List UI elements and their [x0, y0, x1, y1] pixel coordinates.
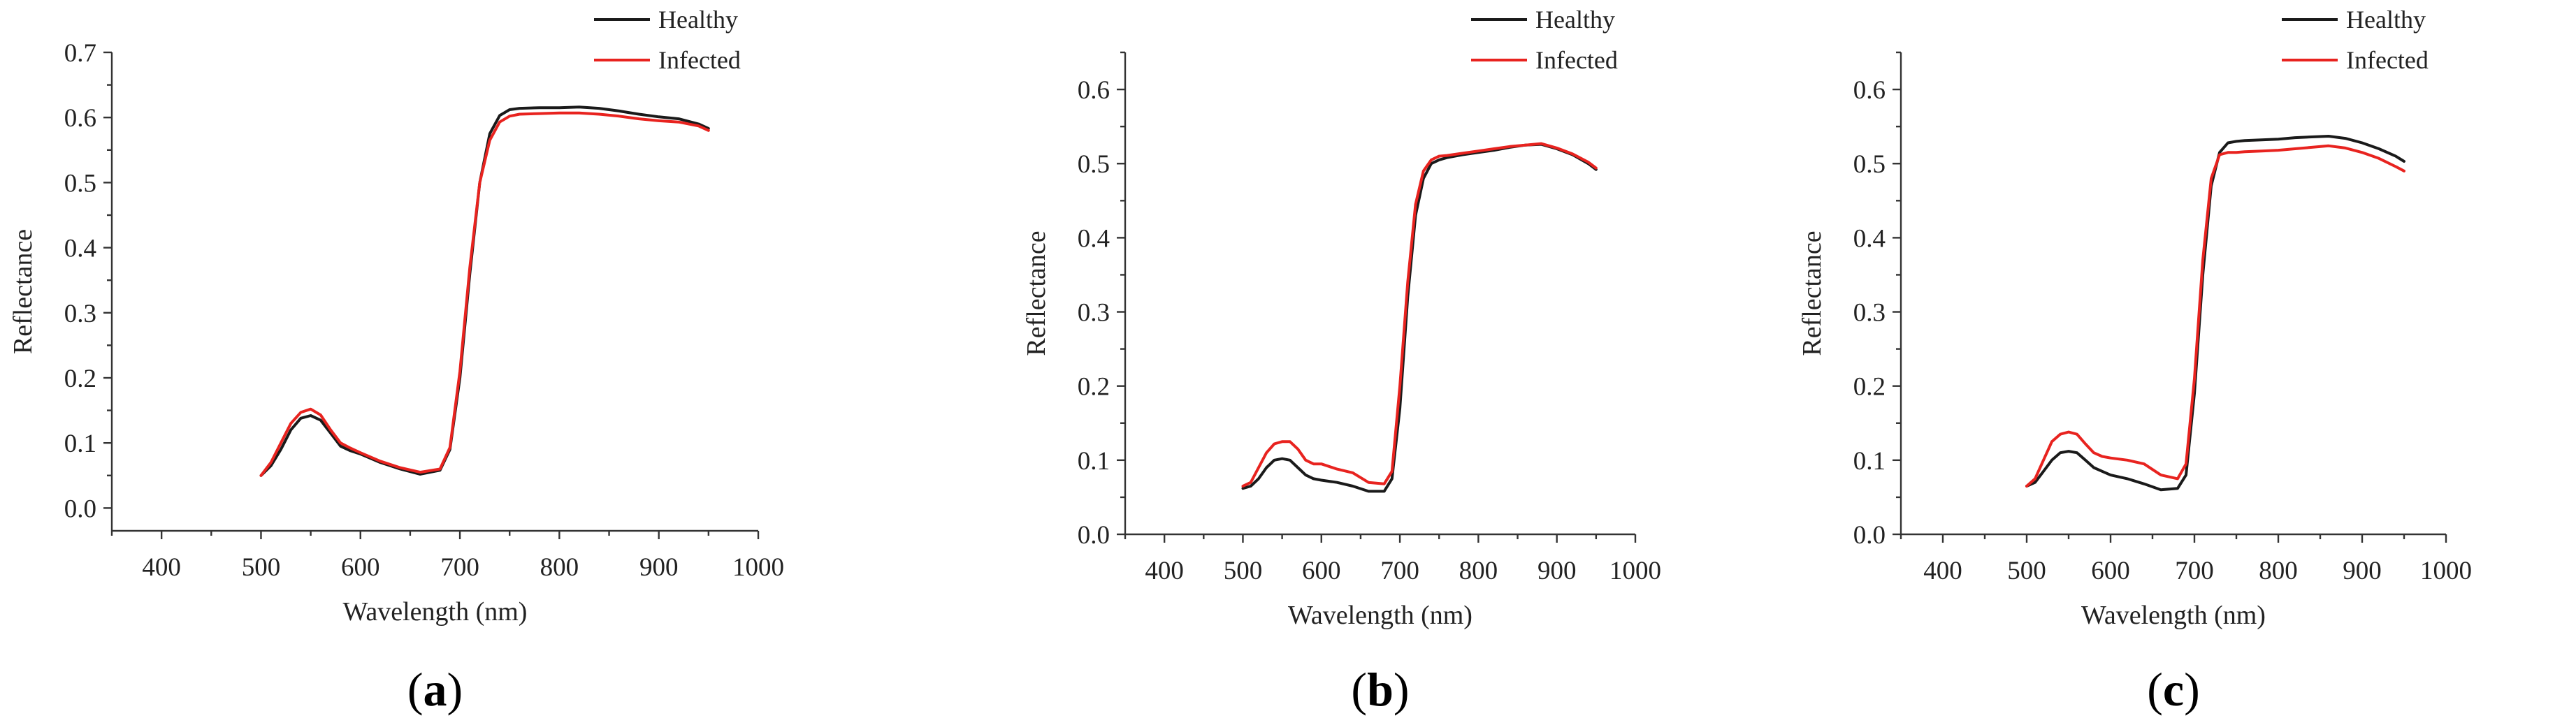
y-tick-label: 0.6 — [1853, 76, 1886, 105]
x-tick-label: 600 — [2091, 557, 2130, 585]
y-tick-label: 0.3 — [1078, 299, 1110, 328]
x-tick-label: 900 — [2343, 557, 2382, 585]
y-tick-label: 0.6 — [1078, 76, 1110, 105]
y-tick-label: 0.3 — [1853, 299, 1886, 328]
x-tick-label: 800 — [540, 553, 579, 582]
x-tick-label: 800 — [1459, 557, 1498, 585]
series-line-infected — [1241, 142, 1598, 488]
x-tick-label: 700 — [1380, 557, 1419, 585]
chart-panel-b: 400 500 600 700 800 900 1000 0.0 0.1 0.2 0.3 0.4 0.5… — [1022, 6, 1661, 716]
x-tick-label: 600 — [341, 553, 380, 582]
x-tick-label: 500 — [242, 553, 281, 582]
x-tick-label: 400 — [1923, 557, 1962, 585]
series-line-healthy — [1241, 142, 1598, 493]
legend-label-infected: Infected — [658, 46, 741, 74]
legend-label-infected: Infected — [1535, 46, 1618, 74]
x-tick-label: 700 — [2175, 557, 2214, 585]
y-axis-title: Reflectance — [1022, 230, 1051, 356]
y-tick-label: 0.1 — [1853, 447, 1886, 476]
panel-label: (b) — [1351, 663, 1409, 716]
x-tick-label: 600 — [1302, 557, 1341, 585]
y-tick-label: 0.4 — [1078, 224, 1110, 253]
y-tick-label: 0.4 — [64, 235, 96, 263]
y-tick-label: 0.1 — [1078, 447, 1110, 476]
x-tick-label: 900 — [1537, 557, 1577, 585]
y-tick-label: 0.0 — [1078, 521, 1110, 550]
legend-label-healthy: Healthy — [658, 6, 738, 34]
y-tick-label: 0.5 — [64, 169, 96, 198]
chart-panel-a: 400 500 600 700 800 900 1000 0.0 0.1 0.2 0.3 0.4 0.5… — [8, 6, 784, 716]
series-line-healthy — [2025, 135, 2405, 492]
y-axis-title: Reflectance — [1797, 230, 1827, 356]
panel-label: (c) — [2147, 663, 2200, 716]
panel-label: (a) — [407, 663, 463, 716]
x-tick-label: 800 — [2259, 557, 2298, 585]
y-tick-label: 0.2 — [1078, 373, 1110, 402]
x-tick-label: 1000 — [1609, 557, 1661, 585]
y-tick-label: 0.7 — [64, 39, 96, 68]
series-line-infected — [2025, 144, 2405, 488]
chart-panel-c: 400 500 600 700 800 900 1000 0.0 0.1 0.2 0.3 0.4 0.5… — [1797, 6, 2472, 716]
y-tick-label: 0.5 — [1078, 150, 1110, 179]
legend-label-infected: Infected — [2346, 46, 2429, 74]
x-tick-label: 400 — [1145, 557, 1184, 585]
y-tick-label: 0.2 — [64, 365, 96, 393]
x-axis-title: Wavelength (nm) — [1288, 601, 1472, 630]
y-tick-label: 0.3 — [64, 300, 96, 328]
x-tick-label: 700 — [440, 553, 479, 582]
x-tick-label: 900 — [639, 553, 679, 582]
legend-label-healthy: Healthy — [2346, 6, 2426, 34]
x-axis-title: Wavelength (nm) — [343, 597, 528, 627]
x-tick-label: 500 — [2007, 557, 2046, 585]
y-tick-label: 0.1 — [64, 430, 96, 458]
x-tick-label: 1000 — [2420, 557, 2472, 585]
y-tick-label: 0.5 — [1853, 150, 1886, 179]
y-axis-title: Reflectance — [8, 229, 38, 354]
series-line-infected — [259, 111, 710, 477]
x-axis-title: Wavelength (nm) — [2081, 601, 2266, 630]
legend-label-healthy: Healthy — [1535, 6, 1615, 34]
y-tick-label: 0.4 — [1853, 224, 1886, 253]
y-tick-label: 0.6 — [64, 104, 96, 133]
y-tick-label: 0.0 — [64, 495, 96, 523]
x-tick-label: 400 — [142, 553, 181, 582]
y-tick-label: 0.0 — [1853, 521, 1886, 550]
x-tick-label: 1000 — [732, 553, 784, 582]
y-tick-label: 0.2 — [1853, 373, 1886, 402]
x-tick-label: 500 — [1224, 557, 1263, 585]
